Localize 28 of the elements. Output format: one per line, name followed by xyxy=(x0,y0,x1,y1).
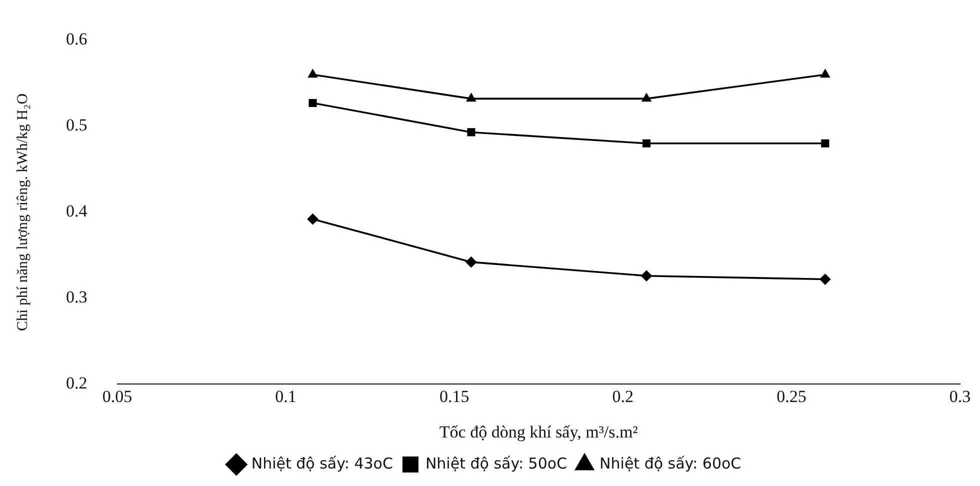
point xyxy=(467,128,476,136)
point xyxy=(642,93,652,102)
legend-label: Nhiệt độ sấy: 43oC xyxy=(251,454,393,472)
x-tick-label: 0.25 xyxy=(776,386,806,406)
point xyxy=(466,256,477,268)
point xyxy=(821,139,830,148)
legend-label: Nhiệt độ sấy: 50oC xyxy=(425,454,568,472)
x-tick-label: 0.3 xyxy=(949,386,971,406)
point xyxy=(640,270,652,282)
point xyxy=(307,214,318,225)
x-tick-label: 0.2 xyxy=(612,386,634,406)
y-tick-label: 0.5 xyxy=(66,116,88,135)
y-tick-label: 0.6 xyxy=(66,30,88,49)
y-tick-label: 0.4 xyxy=(66,202,88,221)
x-tick-label: 0.15 xyxy=(439,386,470,406)
point xyxy=(642,139,651,148)
y-tick-label: 0.2 xyxy=(66,374,88,393)
point xyxy=(820,274,831,285)
point xyxy=(466,93,476,102)
point xyxy=(308,98,317,108)
point xyxy=(820,69,830,78)
point xyxy=(308,69,318,78)
y-axis-title: Chi phí năng lượng riêng. kWh/kg H₂O xyxy=(14,93,31,331)
x-tick-label: 0.1 xyxy=(275,386,296,406)
x-tick-label: 0.05 xyxy=(102,386,132,406)
y-tick-label: 0.3 xyxy=(66,288,88,307)
x-axis-title: Tốc độ dòng khí sấy, m³/s.m² xyxy=(439,422,638,442)
legend-label: Nhiệt độ sấy: 60oC xyxy=(600,454,742,472)
